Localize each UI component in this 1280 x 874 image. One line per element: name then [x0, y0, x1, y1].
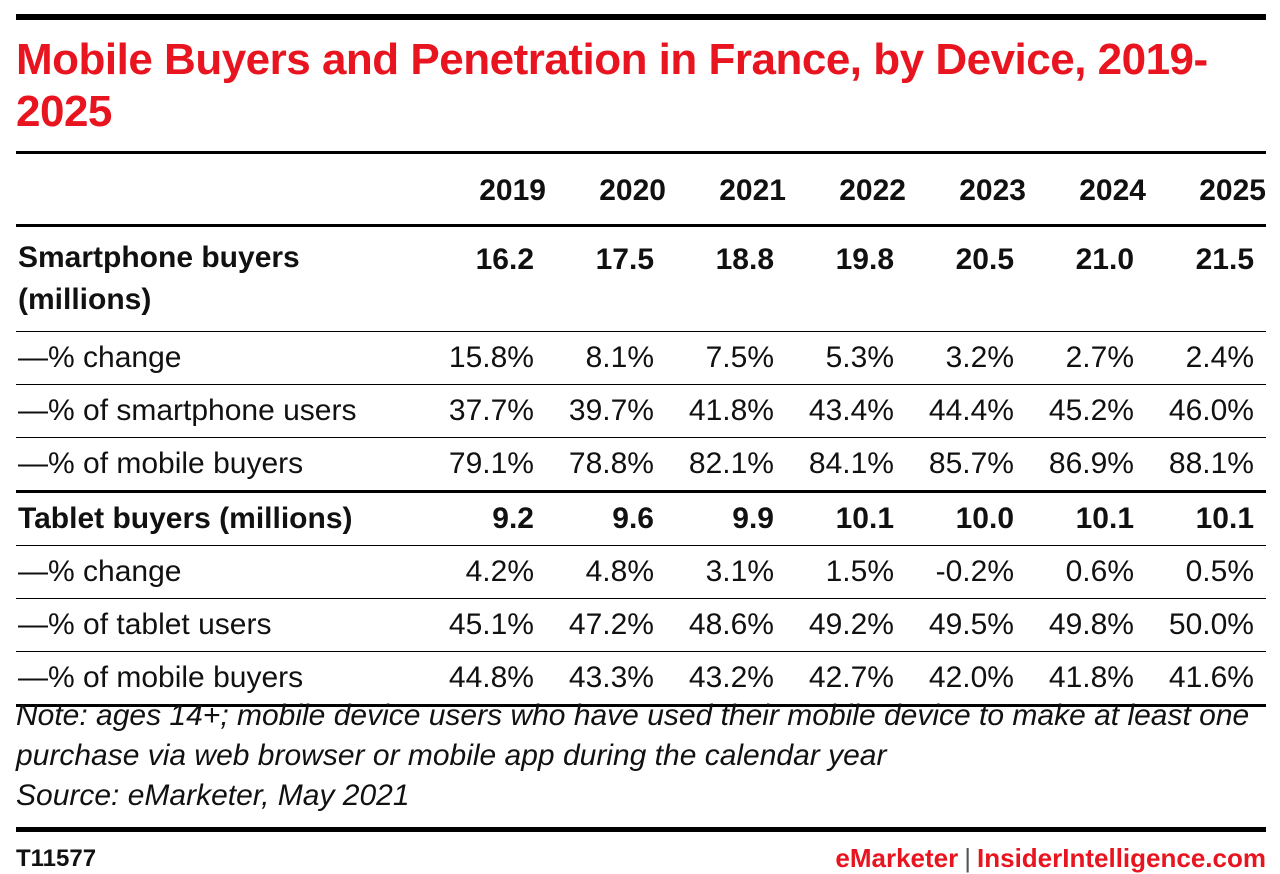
value-cell: 2.7%: [1026, 331, 1146, 385]
value-cell: 39.7%: [546, 384, 666, 438]
row-label: —% of tablet users: [16, 598, 426, 652]
value-cell: 46.0%: [1146, 384, 1266, 438]
value-cell: 21.5: [1146, 225, 1266, 332]
header-row: 2019 2020 2021 2022 2023 2024 2025: [16, 151, 1266, 227]
value-cell: 1.5%: [786, 545, 906, 599]
column-header: 2023: [906, 151, 1026, 227]
value-cell: 47.2%: [546, 598, 666, 652]
value-cell: 3.1%: [666, 545, 786, 599]
value-cell: 45.1%: [426, 598, 546, 652]
table-row: —% of smartphone users 37.7% 39.7% 41.8% 43.…: [16, 384, 1266, 438]
table-row: Tablet buyers (millions) 9.2 9.6 9.9 10.1 10.…: [16, 490, 1266, 546]
header-label-cell: [16, 151, 426, 227]
value-cell: 78.8%: [546, 437, 666, 492]
value-cell: 17.5: [546, 225, 666, 332]
value-cell: 43.2%: [666, 651, 786, 707]
value-cell: 4.8%: [546, 545, 666, 599]
value-cell: -0.2%: [906, 545, 1026, 599]
value-cell: 0.6%: [1026, 545, 1146, 599]
brand-footer: eMarketer | InsiderIntelligence.com: [835, 843, 1266, 874]
value-cell: 88.1%: [1146, 437, 1266, 492]
note-block: Note: ages 14+; mobile device users who …: [16, 696, 1266, 816]
chart-title: Mobile Buyers and Penetration in France,…: [16, 35, 1208, 136]
column-header: 2022: [786, 151, 906, 227]
chart-page: Mobile Buyers and Penetration in France,…: [16, 0, 1266, 873]
brand-separator: |: [964, 843, 972, 873]
value-cell: 43.3%: [546, 651, 666, 707]
value-cell: 2.4%: [1146, 331, 1266, 385]
value-cell: 5.3%: [786, 331, 906, 385]
value-cell: 18.8: [666, 225, 786, 332]
value-cell: 49.5%: [906, 598, 1026, 652]
value-cell: 45.2%: [1026, 384, 1146, 438]
value-cell: 20.5: [906, 225, 1026, 332]
column-header: 2024: [1026, 151, 1146, 227]
value-cell: 21.0: [1026, 225, 1146, 332]
value-cell: 44.4%: [906, 384, 1026, 438]
row-label: —% of mobile buyers: [16, 437, 426, 492]
column-header: 2019: [426, 151, 546, 227]
table-row: —% of mobile buyers 79.1% 78.8% 82.1% 84.1% 8…: [16, 437, 1266, 492]
row-label: —% change: [16, 545, 426, 599]
value-cell: 10.1: [1146, 490, 1266, 546]
value-cell: 3.2%: [906, 331, 1026, 385]
data-table: 2019 2020 2021 2022 2023 2024 2025 Smart…: [16, 151, 1266, 707]
value-cell: 9.6: [546, 490, 666, 546]
value-cell: 43.4%: [786, 384, 906, 438]
value-cell: 7.5%: [666, 331, 786, 385]
value-cell: 10.1: [1026, 490, 1146, 546]
value-cell: 82.1%: [666, 437, 786, 492]
value-cell: 79.1%: [426, 437, 546, 492]
value-cell: 50.0%: [1146, 598, 1266, 652]
column-header: 2021: [666, 151, 786, 227]
value-cell: 85.7%: [906, 437, 1026, 492]
bottom-rule: [16, 827, 1266, 832]
column-header: 2020: [546, 151, 666, 227]
table-row: —% change 4.2% 4.8% 3.1% 1.5% -0.2% 0.6% 0.5%: [16, 545, 1266, 599]
value-cell: 4.2%: [426, 545, 546, 599]
value-cell: 8.1%: [546, 331, 666, 385]
value-cell: 10.1: [786, 490, 906, 546]
table-row: Smartphone buyers (millions) 16.2 17.5 18.8…: [16, 225, 1266, 332]
value-cell: 44.8%: [426, 651, 546, 707]
source-text: Source: eMarketer, May 2021: [16, 779, 410, 812]
row-label: —% of smartphone users: [16, 384, 426, 438]
value-cell: 49.8%: [1026, 598, 1146, 652]
note-text: Note: ages 14+; mobile device users who …: [16, 699, 1250, 772]
value-cell: 41.8%: [666, 384, 786, 438]
brand-insider-intelligence: InsiderIntelligence.com: [977, 843, 1266, 873]
row-label: —% change: [16, 331, 426, 385]
column-header: 2025: [1146, 151, 1266, 227]
value-cell: 86.9%: [1026, 437, 1146, 492]
value-cell: 9.9: [666, 490, 786, 546]
value-cell: 37.7%: [426, 384, 546, 438]
brand-emarketer: eMarketer: [835, 843, 959, 873]
value-cell: 19.8: [786, 225, 906, 332]
value-cell: 41.8%: [1026, 651, 1146, 707]
value-cell: 41.6%: [1146, 651, 1266, 707]
value-cell: 42.7%: [786, 651, 906, 707]
row-label: Smartphone buyers (millions): [16, 225, 426, 332]
value-cell: 15.8%: [426, 331, 546, 385]
table-row: —% change 15.8% 8.1% 7.5% 5.3% 3.2% 2.7% 2.4%: [16, 331, 1266, 385]
value-cell: 42.0%: [906, 651, 1026, 707]
value-cell: 9.2: [426, 490, 546, 546]
row-label: —% of mobile buyers: [16, 651, 426, 707]
value-cell: 10.0: [906, 490, 1026, 546]
top-rule: [16, 14, 1266, 20]
table-row: —% of mobile buyers 44.8% 43.3% 43.2% 42.7% 4…: [16, 651, 1266, 707]
value-cell: 16.2: [426, 225, 546, 332]
value-cell: 84.1%: [786, 437, 906, 492]
chart-id: T11577: [16, 845, 97, 872]
row-label: Tablet buyers (millions): [16, 490, 426, 546]
value-cell: 0.5%: [1146, 545, 1266, 599]
table-row: —% of tablet users 45.1% 47.2% 48.6% 49.2% 49…: [16, 598, 1266, 652]
value-cell: 48.6%: [666, 598, 786, 652]
value-cell: 49.2%: [786, 598, 906, 652]
